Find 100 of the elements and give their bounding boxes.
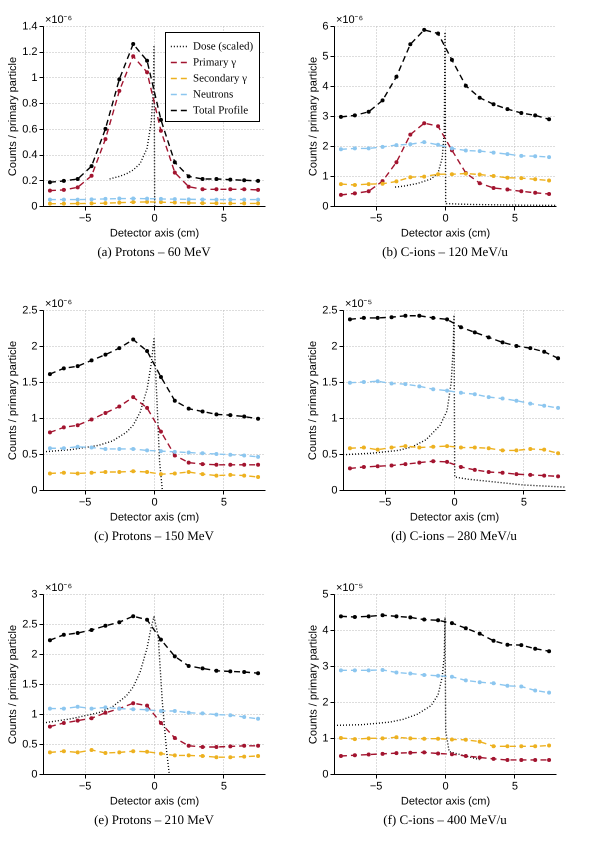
point: [436, 736, 440, 741]
point: [172, 736, 177, 740]
point: [436, 618, 440, 622]
point: [62, 202, 66, 206]
point: [200, 754, 205, 758]
point: [380, 613, 385, 618]
point: [403, 382, 408, 386]
point: [172, 709, 177, 713]
point: [500, 470, 505, 475]
point: [172, 450, 177, 454]
point: [186, 197, 191, 202]
text: ×10⁻⁵: [336, 582, 364, 594]
point: [117, 620, 122, 624]
y-tick-label: 5: [322, 588, 328, 600]
point: [158, 128, 163, 133]
x-tick-label: −5: [370, 212, 382, 224]
point: [380, 182, 385, 186]
point: [200, 711, 205, 716]
point: [90, 164, 94, 168]
point: [200, 451, 205, 456]
point: [338, 182, 343, 186]
x-tick-label: 0: [442, 212, 449, 224]
legend-label: Neutrons: [193, 88, 234, 100]
point: [214, 198, 218, 202]
point: [436, 124, 440, 128]
point: [145, 70, 150, 74]
point: [76, 202, 80, 206]
point: [547, 155, 552, 160]
point: [256, 416, 260, 421]
point: [256, 754, 260, 758]
point: [547, 758, 552, 762]
point: [366, 182, 371, 186]
point: [519, 154, 524, 158]
point: [556, 451, 560, 456]
point: [76, 198, 80, 202]
x-tick-label: 5: [512, 780, 518, 792]
point: [242, 474, 246, 478]
point: [394, 614, 398, 618]
legend-label: Secondary γ: [193, 72, 248, 84]
x-tick-label: 0: [151, 496, 158, 508]
point: [390, 315, 394, 320]
text: (f) C-ions – 400 MeV/u: [383, 812, 508, 827]
point: [547, 192, 552, 196]
point: [366, 736, 371, 740]
point: [242, 453, 246, 458]
point: [450, 737, 454, 742]
y-tick-label: 2: [322, 696, 328, 708]
x-tick-label: 5: [220, 780, 227, 792]
point: [408, 672, 412, 676]
point: [158, 430, 163, 434]
point: [380, 144, 385, 149]
point: [505, 176, 510, 180]
point: [533, 190, 538, 195]
y-tick-label: 4: [322, 624, 328, 636]
point: [436, 172, 440, 176]
point: [242, 670, 246, 674]
point: [228, 462, 232, 467]
point: [200, 462, 205, 466]
point: [417, 446, 422, 450]
point: [186, 753, 191, 758]
point: [514, 398, 518, 403]
x-tick-label: 0: [151, 780, 158, 792]
point: [228, 201, 232, 206]
x-tick-label: −5: [78, 780, 92, 792]
point: [338, 147, 343, 152]
point: [352, 753, 357, 758]
point: [90, 470, 94, 475]
point: [172, 398, 177, 403]
point: [431, 444, 436, 449]
y-tick-label: 0: [322, 200, 328, 212]
x-tick-label: 5: [520, 496, 527, 508]
y-tick-label: 0.4: [22, 149, 38, 162]
point: [48, 202, 52, 206]
point: [200, 666, 205, 670]
point: [422, 750, 426, 754]
point: [103, 126, 108, 131]
point: [486, 446, 491, 450]
y-tick-label: 0.5: [22, 738, 38, 750]
point: [492, 756, 496, 761]
point: [472, 330, 477, 334]
point: [528, 346, 532, 350]
point: [117, 88, 122, 93]
y-tick-label: 1: [331, 412, 338, 424]
point: [394, 74, 398, 79]
point: [431, 316, 436, 320]
point: [519, 643, 524, 648]
point: [117, 446, 122, 451]
point: [542, 404, 546, 408]
point: [376, 316, 380, 320]
y-tick-label: 0: [322, 768, 328, 780]
point: [242, 187, 246, 192]
point: [556, 406, 560, 410]
point: [90, 628, 94, 632]
point: [131, 701, 136, 706]
point: [214, 745, 218, 749]
point: [533, 758, 538, 762]
text: (e) Protons – 210 MeV: [94, 812, 215, 827]
point: [366, 189, 371, 194]
x-tick-label: 5: [220, 212, 227, 224]
point: [76, 423, 80, 428]
